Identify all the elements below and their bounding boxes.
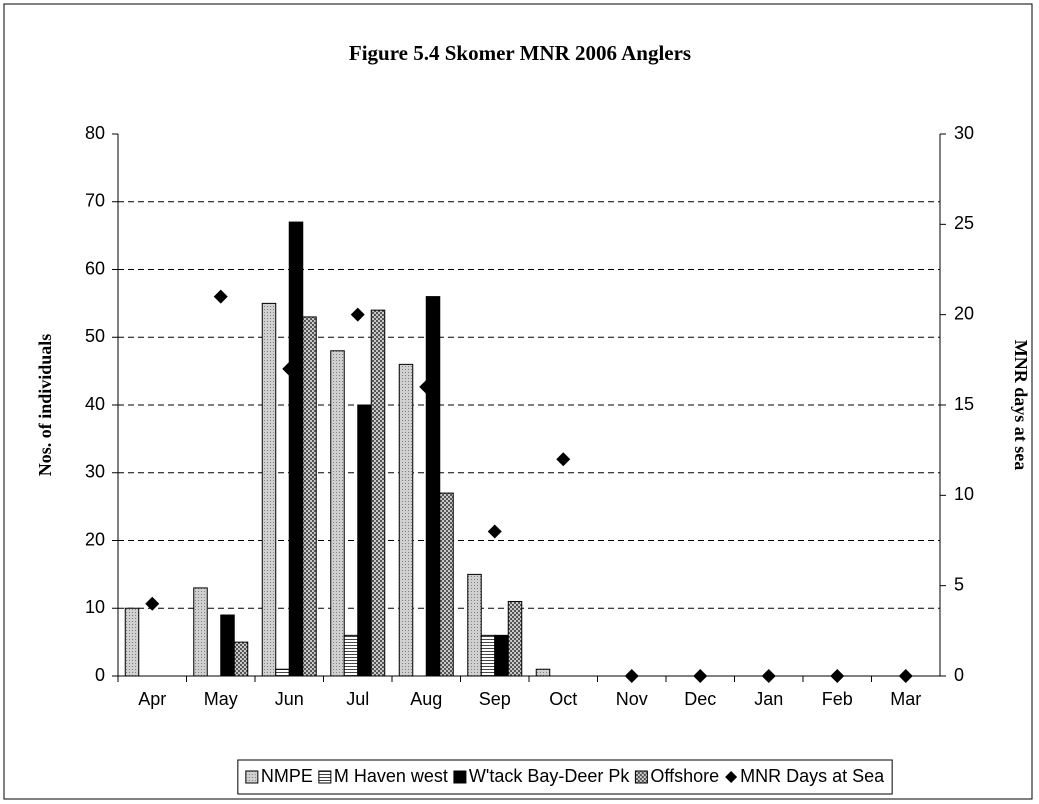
- marker: [487, 524, 502, 539]
- bar: [535, 668, 551, 677]
- legend-label: NMPE: [261, 766, 313, 786]
- y2-tick-label: 15: [954, 394, 974, 414]
- legend-label: W'tack Bay-Deer Pk: [469, 766, 630, 786]
- y2-tick-label: 10: [954, 484, 974, 504]
- marker: [145, 596, 160, 611]
- bar: [124, 607, 140, 677]
- bar: [494, 634, 509, 677]
- bar: [398, 363, 414, 677]
- legend-box: [237, 759, 893, 795]
- y-tick-label: 20: [85, 529, 105, 549]
- marker: [624, 669, 639, 683]
- y-tick-label: 40: [85, 394, 105, 414]
- marker: [898, 669, 913, 683]
- bar: [302, 316, 317, 677]
- marker: [350, 307, 365, 322]
- y-tick-label: 50: [85, 326, 105, 346]
- y2-tick-label: 5: [954, 574, 964, 594]
- x-tick-label: Sep: [479, 689, 511, 709]
- bar: [220, 614, 235, 677]
- x-tick-label: Aug: [410, 689, 442, 709]
- x-tick-label: Jul: [346, 689, 369, 709]
- y-tick-label: 30: [85, 462, 105, 482]
- y2-tick-label: 0: [954, 665, 964, 685]
- x-tick-label: Feb: [822, 689, 853, 709]
- x-tick-label: Jan: [754, 689, 783, 709]
- y-tick-label: 0: [95, 665, 105, 685]
- bar: [425, 296, 441, 677]
- y2-tick-label: 30: [954, 123, 974, 143]
- bar: [275, 668, 290, 677]
- chart-border: [3, 3, 1033, 800]
- bar: [439, 492, 454, 677]
- legend-swatch: [318, 770, 332, 784]
- legend-swatch: [453, 770, 467, 784]
- y-tick-label: 10: [85, 597, 105, 617]
- marker: [761, 669, 776, 683]
- y-tick-label: 80: [85, 123, 105, 143]
- y2-tick-label: 20: [954, 303, 974, 323]
- marker: [556, 452, 571, 467]
- marker: [830, 669, 845, 683]
- bar: [507, 600, 523, 677]
- marker: [693, 669, 708, 683]
- x-tick-label: May: [204, 689, 238, 709]
- y-tick-label: 70: [85, 191, 105, 211]
- legend-label: Offshore: [650, 766, 719, 786]
- bar: [193, 587, 208, 677]
- x-tick-label: Apr: [138, 689, 166, 709]
- legend-swatch: [245, 770, 259, 784]
- x-tick-label: Oct: [549, 689, 577, 709]
- marker: [213, 289, 228, 304]
- marker: [419, 379, 434, 394]
- chart-title: Figure 5.4 Skomer MNR 2006 Anglers: [349, 41, 691, 65]
- bar: [343, 634, 359, 677]
- bar: [480, 634, 496, 677]
- bar: [288, 221, 304, 677]
- marker: [282, 361, 297, 376]
- bar: [357, 404, 372, 677]
- x-tick-label: Jun: [275, 689, 304, 709]
- y2-tick-label: 25: [954, 213, 974, 233]
- legend: NMPE M Haven west W'tack Bay-Deer Pk Offsho…: [237, 759, 893, 795]
- x-tick-label: Mar: [890, 689, 921, 709]
- bar: [261, 302, 277, 677]
- legend-swatch: [634, 770, 648, 784]
- legend-label: MNR Days at Sea: [740, 766, 885, 786]
- legend-swatch: [725, 771, 738, 783]
- bar: [330, 350, 345, 677]
- x-tick-label: Dec: [684, 689, 716, 709]
- bar: [370, 309, 386, 677]
- y-tick-label: 60: [85, 258, 105, 278]
- x-tick-label: Nov: [616, 689, 648, 709]
- y2-axis-label: MNR days at sea: [1011, 340, 1031, 471]
- y-axis-label: Nos. of individuals: [35, 334, 55, 477]
- bar: [467, 573, 482, 677]
- legend-label: M Haven west: [334, 766, 448, 786]
- bar: [233, 641, 249, 677]
